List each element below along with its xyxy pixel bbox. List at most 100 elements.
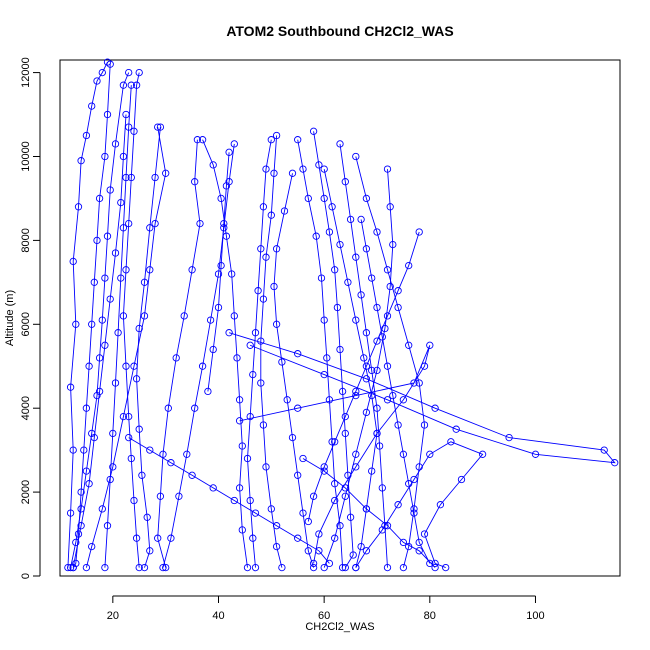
data-point	[130, 362, 138, 370]
data-point	[220, 224, 228, 232]
series-layer	[64, 58, 619, 572]
data-point	[106, 60, 114, 68]
data-point	[478, 450, 487, 458]
data-point	[162, 169, 170, 177]
data-point	[111, 140, 120, 148]
data-point	[196, 219, 204, 228]
series	[119, 68, 143, 572]
data-point	[309, 127, 318, 135]
data-point	[383, 522, 392, 530]
data-point	[325, 396, 334, 404]
data-point	[82, 563, 91, 572]
series	[320, 165, 397, 572]
series	[69, 60, 114, 572]
data-point	[368, 274, 376, 282]
data-point	[122, 110, 130, 119]
data-point	[72, 559, 80, 568]
data-point	[299, 509, 307, 517]
data-point	[259, 421, 268, 429]
data-point	[352, 316, 360, 324]
data-point	[198, 362, 207, 370]
data-point	[198, 136, 207, 144]
data-point	[325, 228, 334, 236]
data-point	[206, 316, 215, 324]
data-point	[368, 366, 376, 375]
data-point	[410, 509, 418, 517]
series	[69, 110, 130, 572]
data-point	[399, 563, 408, 572]
data-point	[381, 324, 389, 333]
data-point	[262, 165, 270, 173]
data-point	[154, 534, 162, 542]
data-point	[336, 522, 344, 530]
data-point	[82, 467, 91, 475]
data-point	[114, 329, 122, 337]
data-point	[204, 387, 212, 396]
data-point	[135, 563, 143, 572]
data-point	[82, 404, 91, 412]
data-point	[130, 127, 138, 135]
data-point	[386, 282, 394, 291]
data-point	[72, 538, 80, 547]
data-point	[183, 450, 191, 458]
series	[299, 454, 439, 572]
series	[352, 152, 429, 572]
data-point	[146, 446, 154, 454]
data-point	[278, 358, 286, 366]
series-line	[260, 135, 283, 568]
data-point	[405, 261, 413, 270]
data-point	[188, 471, 196, 479]
data-point	[214, 303, 223, 312]
series-line	[273, 173, 315, 568]
data-point	[146, 266, 154, 274]
data-point	[360, 354, 368, 362]
y-axis: 0 2000 4000 6000 8000 10000 12000	[20, 57, 41, 579]
data-point	[373, 337, 381, 345]
data-point	[267, 136, 275, 144]
data-point	[315, 547, 323, 555]
series	[270, 169, 318, 572]
data-point	[272, 542, 281, 551]
data-point	[352, 253, 360, 261]
series-line	[128, 437, 330, 564]
data-point	[119, 81, 128, 89]
series	[64, 58, 112, 572]
data-point	[191, 178, 199, 186]
series-line	[104, 85, 132, 568]
series-line	[307, 231, 420, 522]
data-point	[280, 207, 289, 215]
data-point	[151, 219, 159, 228]
data-point	[341, 178, 349, 186]
data-point	[85, 480, 93, 488]
data-point	[383, 362, 392, 370]
data-point	[420, 362, 429, 370]
data-point	[362, 329, 371, 337]
data-point	[235, 396, 244, 404]
data-point	[132, 81, 141, 89]
data-point	[389, 240, 397, 249]
series	[82, 123, 170, 572]
data-point	[352, 387, 360, 396]
data-point	[88, 102, 96, 110]
data-point	[127, 454, 135, 463]
series-line	[297, 139, 344, 568]
data-point	[386, 203, 394, 211]
data-point	[119, 412, 128, 421]
data-point	[288, 433, 297, 442]
data-point	[140, 563, 149, 572]
data-point	[357, 215, 365, 224]
series-line	[85, 127, 167, 568]
series-line	[323, 169, 394, 568]
data-point	[225, 148, 233, 156]
data-point	[172, 354, 180, 362]
data-point	[357, 291, 365, 299]
data-point	[312, 232, 320, 240]
data-point	[246, 341, 254, 349]
data-point	[238, 442, 246, 450]
data-point	[315, 530, 323, 538]
data-point	[243, 563, 252, 572]
data-point	[109, 463, 117, 471]
data-point	[323, 354, 331, 362]
data-point	[180, 312, 188, 320]
data-point	[103, 522, 112, 530]
